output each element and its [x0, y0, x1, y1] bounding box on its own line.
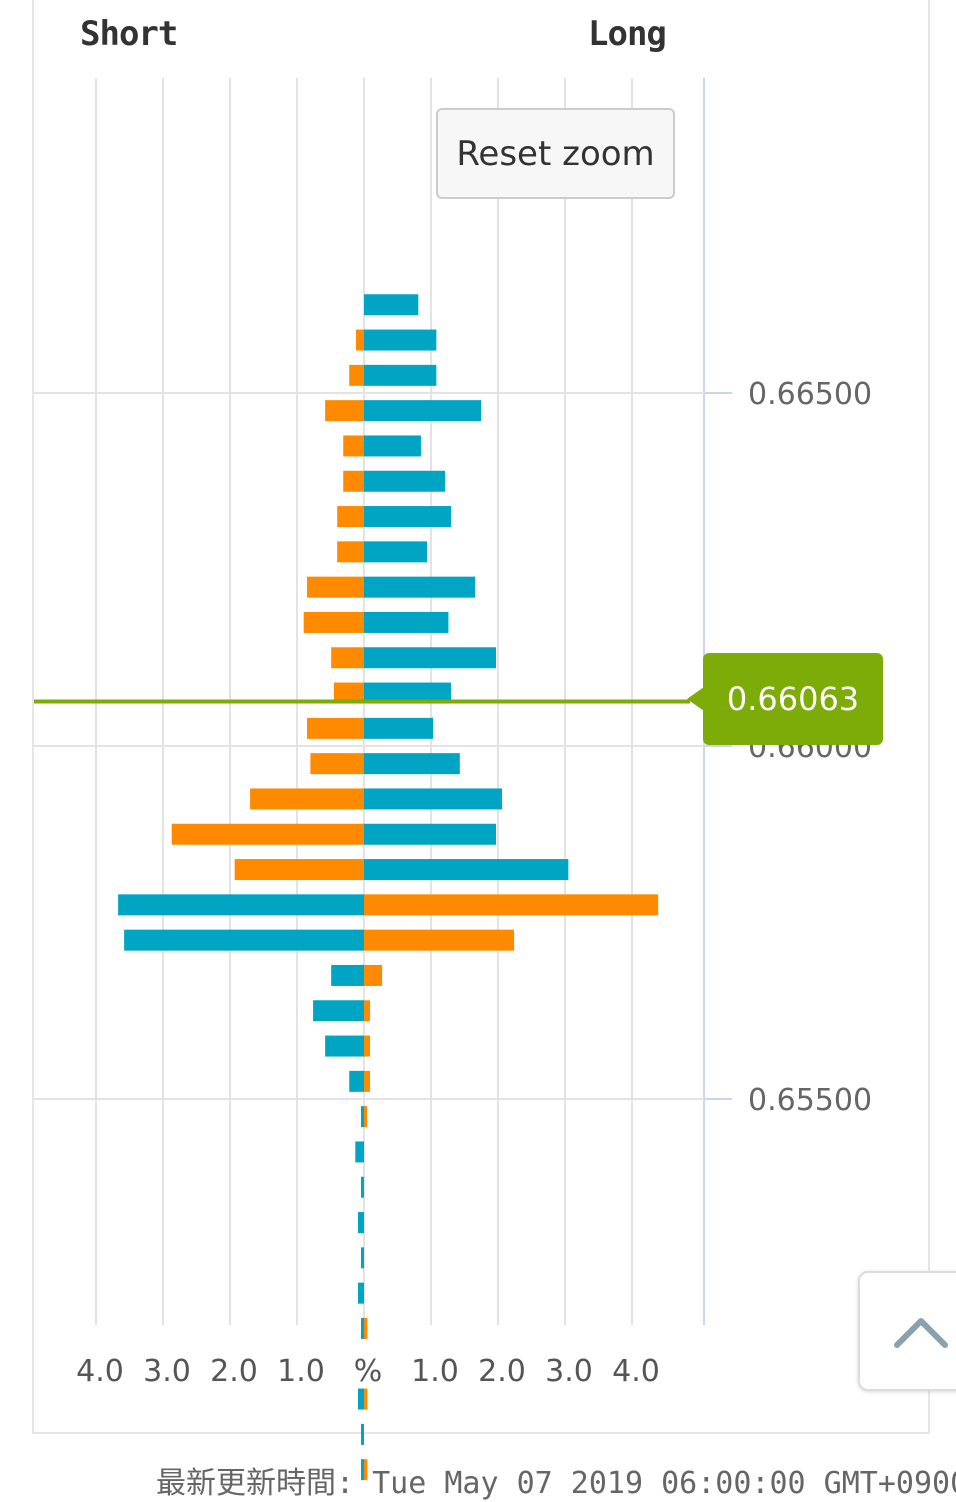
horizontal-gridlines [34, 392, 732, 1100]
bar-short-orange [307, 576, 364, 598]
bar-short-teal [313, 1000, 364, 1022]
bar-long-teal [364, 788, 503, 810]
bar-long-teal [364, 541, 427, 563]
bar-long-orange [364, 894, 659, 916]
x-tick-label: 2.0 [210, 1354, 258, 1389]
x-tick-label: 3.0 [545, 1354, 593, 1389]
bar-long-teal [364, 611, 449, 633]
bar-short-orange [337, 541, 364, 563]
bar-short-orange [250, 788, 364, 810]
chevron-up-icon [894, 1318, 948, 1348]
bar-long-teal [364, 823, 496, 845]
bar-short-teal [361, 1106, 364, 1128]
scroll-to-top-button[interactable] [858, 1271, 956, 1391]
bar-short-orange [333, 682, 364, 704]
bar-long-teal [364, 753, 460, 775]
bar-short-orange [310, 753, 364, 775]
bar-long-teal [364, 682, 452, 704]
x-tick-label: 1.0 [277, 1354, 325, 1389]
x-tick-label: 4.0 [76, 1354, 124, 1389]
bar-short-teal [357, 1282, 364, 1304]
bar-short-orange [343, 470, 364, 492]
bar-long-teal [364, 859, 569, 881]
bar-short-orange [331, 647, 364, 669]
x-tick-label: 4.0 [612, 1354, 660, 1389]
bar-short-teal [349, 1070, 364, 1092]
reset-zoom-button[interactable]: Reset zoom [436, 108, 675, 199]
x-tick-label: 2.0 [478, 1354, 526, 1389]
bar-long-orange [364, 1317, 368, 1339]
bar-long-orange [364, 1459, 368, 1481]
bar-long-teal [364, 400, 482, 422]
bar-short-orange [349, 364, 364, 386]
bar-long-teal [364, 364, 437, 386]
bar-long-teal [364, 470, 446, 492]
bar-short-teal [357, 1388, 364, 1410]
bar-short-teal [355, 1141, 364, 1163]
bar-long-orange [364, 964, 383, 986]
bar-short-orange [171, 823, 364, 845]
bar-short-teal [325, 1035, 364, 1057]
bar-long-teal [364, 576, 476, 598]
bar-short-teal [357, 1212, 364, 1234]
price-tag-pointer [687, 687, 704, 711]
bar-short-teal [331, 964, 364, 986]
bar-long-orange [364, 1070, 371, 1092]
last-updated-text: 最新更新時間: Tue May 07 2019 06:00:00 GMT+090… [156, 1466, 956, 1501]
bar-short-orange [343, 435, 364, 457]
bar-short-teal [361, 1176, 364, 1198]
bar-short-orange [325, 400, 364, 422]
bar-short-teal [361, 1317, 364, 1339]
x-tick-label: 1.0 [411, 1354, 459, 1389]
bar-long-orange [364, 1388, 368, 1410]
bar-long-teal [364, 506, 452, 528]
bar-long-teal [364, 717, 434, 739]
bar-short-teal [361, 1423, 364, 1445]
x-tick-label: 3.0 [143, 1354, 191, 1389]
bar-short-orange [307, 717, 364, 739]
bar-short-teal [118, 894, 364, 916]
bar-short-teal [124, 929, 364, 951]
bar-short-teal [361, 1247, 364, 1269]
bar-long-teal [364, 435, 421, 457]
bars [118, 294, 659, 1481]
long-header: Long [588, 14, 667, 54]
bar-short-orange [234, 859, 364, 881]
bar-long-orange [364, 1106, 367, 1128]
y-tick-label: 0.65500 [748, 1083, 872, 1118]
bar-short-orange [303, 611, 364, 633]
bar-long-teal [364, 329, 437, 351]
bar-long-orange [364, 1035, 371, 1057]
short-header: Short [80, 14, 178, 54]
y-tick-label: 0.66500 [748, 377, 872, 412]
bar-short-teal [361, 1459, 364, 1481]
bar-long-orange [364, 929, 515, 951]
bar-long-teal [364, 647, 496, 669]
current-price-tag: 0.66063 [703, 653, 883, 745]
bar-short-orange [337, 506, 364, 528]
x-axis-labels: 4.0 3.0 2.0 1.0% 1.0 2.0 3.0 4.0 [76, 1354, 660, 1389]
x-tick-label: % [354, 1354, 383, 1389]
bar-short-orange [355, 329, 364, 351]
bar-long-teal [364, 294, 419, 316]
bar-long-orange [364, 1000, 371, 1022]
